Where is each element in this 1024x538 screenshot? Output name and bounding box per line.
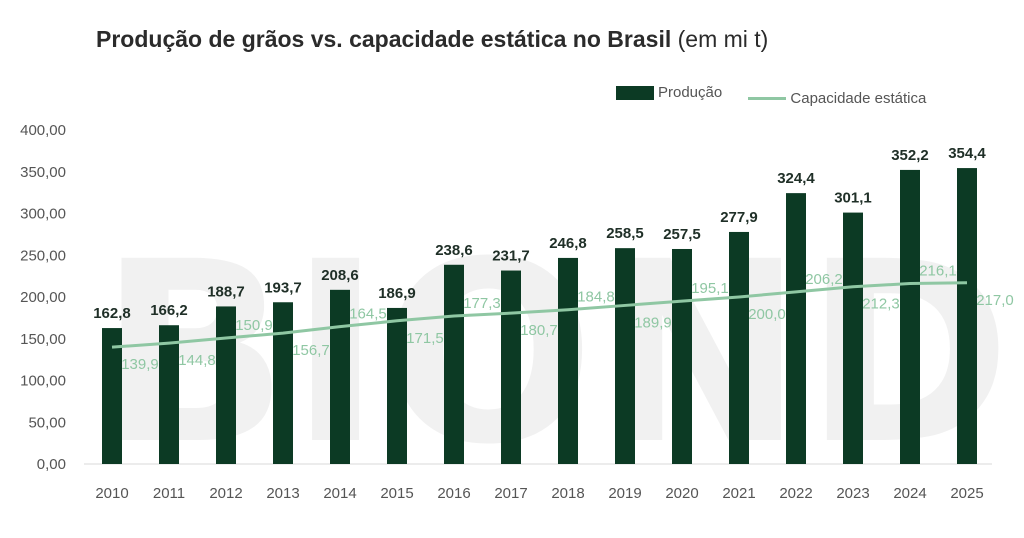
bar-data-label: 186,9	[378, 285, 416, 302]
bar-producao	[729, 231, 749, 464]
data-labels: 162,8 166,2 188,7 193,7 208,6 186,9 238,6 231,7…	[93, 145, 1014, 373]
bar-data-label: 257,5	[663, 226, 701, 243]
x-tick-label: 2021	[722, 485, 755, 502]
x-tick-label: 2013	[266, 485, 299, 502]
legend-swatch-line	[748, 96, 787, 100]
bar-producao	[672, 248, 692, 464]
bar-producao	[615, 248, 635, 464]
bar-data-label: 238,6	[435, 242, 473, 259]
chart-title-main: Produção de grãos vs. capacidade estátic…	[96, 26, 672, 52]
bar-producao	[273, 302, 293, 464]
y-tick-label: 400,00	[20, 122, 66, 139]
legend-item-capacidade: Capacidade estática	[748, 90, 926, 107]
line-data-label: 189,9	[634, 314, 672, 331]
bar-producao	[387, 307, 407, 464]
line-data-label: 164,5	[349, 306, 387, 323]
bar-producao	[501, 270, 521, 464]
y-tick-label: 150,00	[20, 331, 66, 348]
x-tick-label: 2024	[893, 485, 926, 502]
bar-data-label: 166,2	[150, 302, 188, 319]
legend-item-producao: Produção	[616, 84, 722, 101]
line-data-label: 200,0	[748, 306, 786, 323]
legend-label-capacidade: Capacidade estática	[790, 89, 927, 107]
line-data-label: 150,9	[235, 317, 273, 334]
line-data-label: 212,3	[862, 296, 900, 313]
bar-data-label: 324,4	[777, 170, 815, 187]
x-tick-label: 2016	[437, 485, 470, 502]
y-tick-label: 300,00	[20, 206, 66, 223]
legend-swatch-bar	[616, 85, 654, 100]
line-data-label: 217,0	[976, 292, 1014, 309]
bar-data-label: 208,6	[321, 267, 359, 284]
chart-axes: 0,00 50,00 100,00 150,00 200,00 250,00 300,00 3…	[20, 122, 992, 502]
legend: Produção Capacidade estática	[616, 84, 948, 107]
line-data-label: 180,7	[520, 322, 558, 339]
x-tick-label: 2023	[836, 485, 869, 502]
line-capacidade	[111, 281, 968, 349]
bar-producao	[786, 193, 806, 464]
bar-producao	[159, 325, 179, 464]
chart-title-unit: (em mi t)	[677, 26, 769, 52]
y-tick-label: 100,00	[20, 373, 66, 390]
x-tick-label: 2018	[551, 485, 584, 502]
x-tick-label: 2012	[209, 485, 242, 502]
bar-series	[102, 168, 977, 465]
y-tick-label: 50,00	[28, 414, 66, 431]
chart-title: Produção de grãos vs. capacidade estátic…	[96, 26, 768, 53]
x-tick-label: 2020	[665, 485, 698, 502]
x-tick-label: 2010	[95, 485, 128, 502]
x-tick-label: 2019	[608, 485, 641, 502]
x-tick-label: 2011	[153, 485, 185, 502]
line-data-label: 156,7	[292, 342, 330, 359]
x-tick-label: 2025	[950, 485, 983, 502]
bar-producao	[330, 289, 350, 464]
y-tick-label: 200,00	[20, 289, 66, 306]
y-tick-label: 350,00	[20, 164, 66, 181]
line-data-label: 177,3	[463, 295, 501, 312]
bar-data-label: 162,8	[93, 305, 131, 322]
bar-data-label: 231,7	[492, 248, 530, 265]
line-data-label: 206,2	[805, 271, 843, 288]
bar-producao	[216, 306, 236, 464]
bar-data-label: 352,2	[891, 147, 929, 164]
bar-producao	[957, 168, 977, 465]
line-data-label: 144,8	[178, 352, 216, 369]
bar-data-label: 246,8	[549, 235, 587, 252]
legend-label-producao: Produção	[658, 84, 723, 101]
bar-producao	[900, 169, 920, 464]
bar-data-label: 188,7	[207, 283, 245, 300]
bar-producao	[843, 212, 863, 464]
bar-producao	[102, 328, 122, 464]
y-tick-label: 0,00	[37, 456, 66, 473]
x-tick-label: 2017	[494, 485, 527, 502]
line-data-label: 171,5	[406, 330, 444, 347]
line-data-label: 195,1	[691, 280, 729, 297]
y-tick-label: 250,00	[20, 247, 66, 264]
x-tick-label: 2022	[779, 485, 812, 502]
line-data-label: 216,1	[919, 263, 957, 280]
bar-data-label: 277,9	[720, 209, 758, 226]
line-series	[111, 281, 968, 349]
bar-producao	[558, 257, 578, 464]
bar-data-label: 258,5	[606, 225, 644, 242]
line-data-label: 184,8	[577, 289, 615, 306]
x-tick-label: 2014	[323, 485, 356, 502]
bar-data-label: 301,1	[834, 190, 872, 207]
bar-producao	[444, 264, 464, 464]
x-tick-label: 2015	[380, 485, 413, 502]
bar-data-label: 193,7	[264, 279, 302, 296]
line-data-label: 139,9	[121, 356, 159, 373]
bar-data-label: 354,4	[948, 145, 986, 162]
